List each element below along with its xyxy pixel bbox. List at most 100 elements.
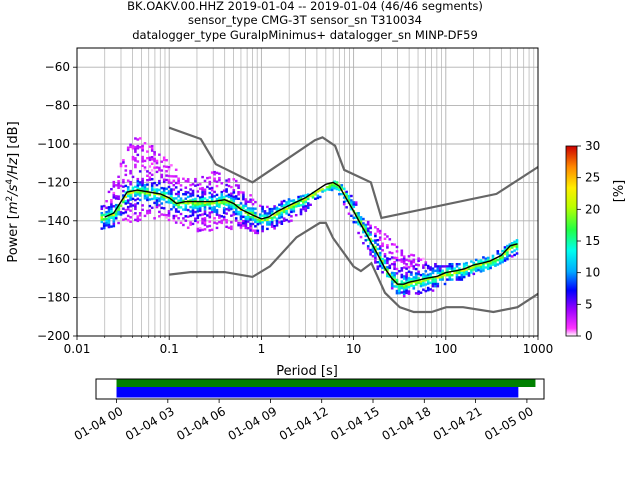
- pdf-cell: [506, 249, 509, 252]
- pdf-cell: [122, 185, 125, 188]
- pdf-cell: [290, 208, 293, 211]
- pdf-cell: [400, 284, 404, 288]
- pdf-cell: [417, 277, 420, 280]
- pdf-cell: [402, 286, 406, 289]
- pdf-cell: [357, 231, 360, 235]
- pdf-cell: [470, 271, 473, 274]
- pdf-cell: [153, 153, 156, 156]
- pdf-cell: [242, 215, 245, 218]
- pdf-cell: [218, 214, 221, 217]
- pdf-cell: [174, 186, 178, 189]
- pdf-cell: [196, 207, 200, 211]
- pdf-cell: [239, 226, 243, 229]
- pdf-cell: [362, 222, 365, 225]
- pdf-cell: [213, 190, 216, 194]
- pdf-cell: [328, 184, 332, 187]
- pdf-cell: [114, 184, 118, 187]
- pdf-cell: [251, 222, 255, 226]
- pdf-cell: [378, 229, 382, 233]
- pdf-cell: [189, 205, 192, 209]
- pdf-cell: [364, 223, 368, 227]
- pdf-cell: [138, 212, 142, 215]
- pdf-cell: [230, 185, 233, 189]
- pdf-cell: [160, 213, 164, 216]
- colorbar-gradient: [565, 145, 578, 337]
- pdf-cell: [191, 202, 195, 206]
- pdf-cell: [129, 198, 132, 201]
- pdf-cell: [146, 187, 149, 191]
- pdf-cell: [429, 277, 432, 280]
- pdf-cell: [503, 259, 507, 262]
- pdf-cell: [398, 292, 401, 295]
- pdf-cell: [359, 216, 363, 219]
- pdf-cell: [131, 175, 135, 179]
- pdf-cell: [393, 272, 396, 275]
- pdf-cell: [126, 201, 130, 204]
- pdf-cell: [136, 147, 140, 150]
- pdf-cell: [417, 292, 420, 295]
- pdf-cell: [414, 274, 418, 277]
- pdf-cell: [338, 184, 341, 187]
- pdf-cell: [179, 199, 183, 202]
- pdf-cell: [143, 183, 147, 187]
- pdf-cell: [441, 278, 444, 281]
- pdf-cell: [198, 229, 202, 232]
- pdf-cell: [412, 287, 416, 290]
- pdf-cell: [153, 157, 156, 161]
- pdf-cell: [270, 218, 274, 222]
- pdf-cell: [249, 200, 252, 204]
- pdf-cell: [170, 188, 173, 191]
- pdf-cell: [508, 243, 512, 246]
- pdf-cell: [374, 252, 377, 255]
- pdf-cell: [513, 240, 516, 243]
- pdf-cell: [186, 180, 190, 183]
- pdf-cell: [290, 199, 293, 203]
- pdf-cell: [136, 182, 140, 185]
- timeline-tick-label: 01-04 09: [226, 404, 280, 443]
- pdf-cell: [174, 210, 178, 213]
- pdf-cell: [429, 281, 432, 284]
- pdf-cell: [417, 259, 420, 262]
- pdf-cell: [122, 207, 125, 210]
- pdf-cell: [347, 199, 351, 202]
- pdf-cell: [122, 189, 125, 193]
- pdf-cell: [218, 201, 221, 204]
- pdf-cell: [155, 190, 159, 193]
- pdf-cell: [424, 261, 428, 264]
- pdf-cell: [374, 239, 377, 242]
- pdf-cell: [136, 191, 140, 194]
- pdf-cell: [208, 229, 212, 232]
- pdf-cell: [184, 201, 188, 205]
- pdf-cell: [378, 232, 382, 235]
- pdf-cell: [350, 194, 353, 198]
- pdf-cell: [150, 149, 154, 152]
- pdf-cell: [146, 192, 149, 195]
- pdf-cell: [189, 210, 192, 213]
- pdf-cell: [244, 218, 248, 221]
- pdf-cell: [330, 186, 334, 189]
- pdf-cell: [138, 146, 142, 149]
- pdf-cell: [388, 264, 392, 267]
- pdf-cell: [251, 211, 255, 215]
- timeline-tick-label: 01-04 06: [174, 404, 228, 443]
- pdf-cell: [134, 146, 137, 149]
- pdf-cell: [203, 190, 207, 194]
- pdf-cell: [189, 192, 192, 196]
- pdf-cell: [143, 214, 147, 218]
- pdf-cell: [131, 191, 135, 194]
- pdf-cell: [388, 266, 392, 270]
- pdf-cell: [160, 197, 164, 201]
- pdf-cell: [170, 181, 173, 185]
- pdf-cell: [225, 212, 228, 215]
- pdf-cell: [222, 202, 226, 206]
- pdf-cell: [441, 274, 444, 277]
- pdf-cell: [486, 258, 490, 262]
- pdf-cell: [467, 274, 471, 277]
- pdf-cell: [122, 181, 125, 184]
- pdf-cell: [465, 270, 468, 274]
- pdf-cell: [474, 265, 478, 268]
- pdf-cell: [158, 210, 161, 214]
- pdf-cell: [482, 269, 485, 272]
- pdf-cell: [105, 217, 108, 220]
- pdf-cell: [184, 179, 188, 183]
